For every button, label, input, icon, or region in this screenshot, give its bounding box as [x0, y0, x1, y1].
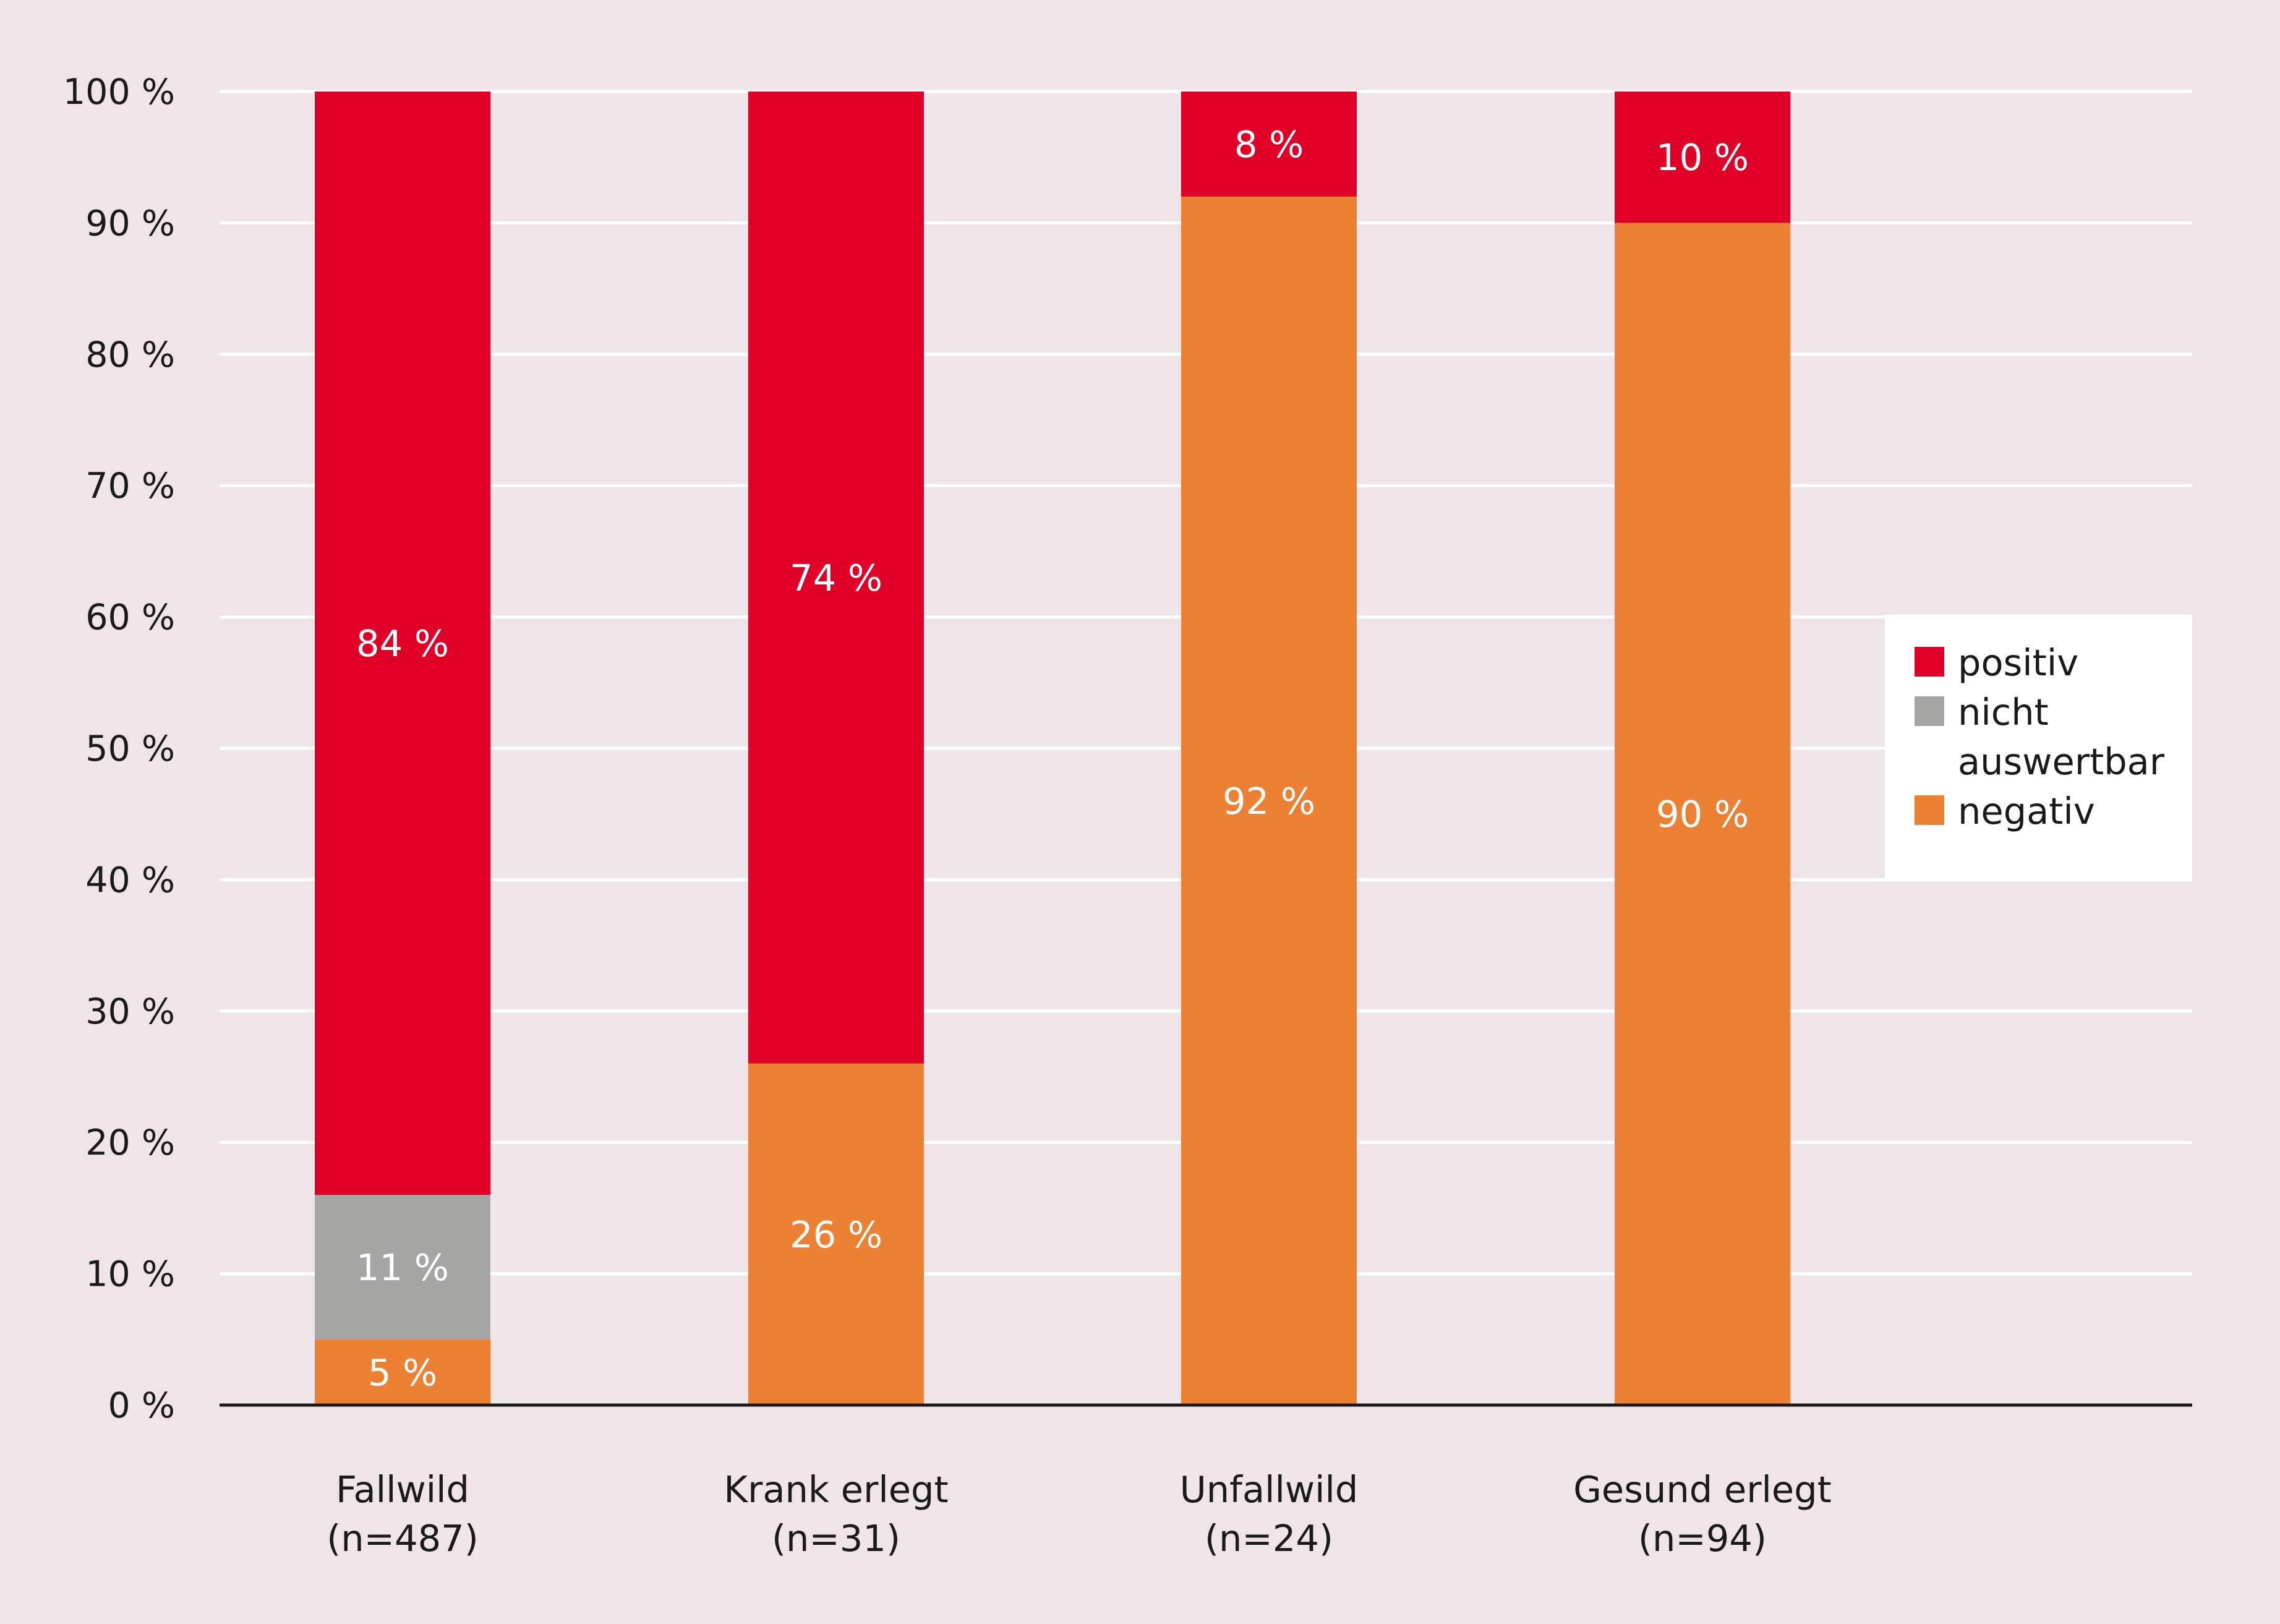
bar-value-label: 90 % — [1656, 793, 1749, 836]
bar-value-label: 84 % — [356, 622, 449, 665]
legend-label: negativ — [1958, 790, 2095, 832]
bar-segment — [315, 1195, 490, 1340]
y-tick-label: 100 % — [63, 72, 175, 113]
y-tick-label: 60 % — [85, 597, 175, 638]
bar-segment — [1181, 196, 1357, 1405]
legend-label: positiv — [1958, 641, 2078, 684]
bar-segment — [315, 92, 490, 1195]
category-label: Unfallwild — [1180, 1468, 1359, 1511]
bar-segment — [1181, 92, 1357, 197]
y-tick-label: 20 % — [85, 1122, 175, 1163]
bar-value-label: 74 % — [790, 557, 882, 599]
bars: 5 % 11 % 84 % 26 % 74 % 92 % 8 % 90 % 10 % — [315, 92, 1790, 1405]
y-tick-label: 70 % — [85, 466, 175, 506]
bar-value-label: 92 % — [1223, 780, 1315, 823]
legend-label: auswertbar — [1958, 740, 2165, 783]
legend-swatch — [1915, 647, 1944, 677]
legend-swatch — [1915, 795, 1944, 825]
y-tick-label: 90 % — [85, 203, 175, 244]
y-tick-label: 80 % — [85, 335, 175, 375]
bar-segment — [748, 1063, 924, 1405]
category-sample-size: (n=94) — [1638, 1517, 1767, 1560]
bar-value-label: 10 % — [1656, 136, 1749, 179]
legend-swatch — [1915, 696, 1944, 726]
x-axis-category-labels: Fallwild (n=487) Krank erlegt (n=31) Unfallw… — [327, 1468, 1832, 1560]
bar-value-label: 8 % — [1234, 123, 1304, 166]
bar-segment — [748, 92, 924, 1064]
bar-segment — [1615, 92, 1790, 223]
category-label: Krank erlegt — [724, 1468, 948, 1511]
bar-value-label: 26 % — [790, 1213, 882, 1256]
category-sample-size: (n=24) — [1205, 1517, 1333, 1560]
category-label: Fallwild — [336, 1468, 469, 1511]
category-sample-size: (n=487) — [327, 1517, 478, 1560]
y-tick-label: 10 % — [85, 1254, 175, 1295]
legend-label: nicht — [1958, 691, 2049, 733]
y-tick-label: 50 % — [85, 729, 175, 769]
bar-segment — [1615, 223, 1790, 1405]
y-axis-tick-labels: 0 % 10 % 20 % 30 % 40 % 50 % 60 % 70 % 80 % 90 % 1… — [63, 72, 175, 1426]
legend: positiv nicht auswertbar negativ — [1885, 615, 2192, 880]
bar-value-label: 5 % — [368, 1351, 437, 1394]
bar-segment — [315, 1339, 490, 1405]
y-tick-label: 30 % — [85, 991, 175, 1032]
bar-value-label: 11 % — [356, 1246, 449, 1289]
category-label: Gesund erlegt — [1573, 1468, 1832, 1511]
category-sample-size: (n=31) — [772, 1517, 900, 1560]
y-tick-label: 0 % — [108, 1385, 175, 1426]
y-tick-label: 40 % — [85, 860, 175, 900]
